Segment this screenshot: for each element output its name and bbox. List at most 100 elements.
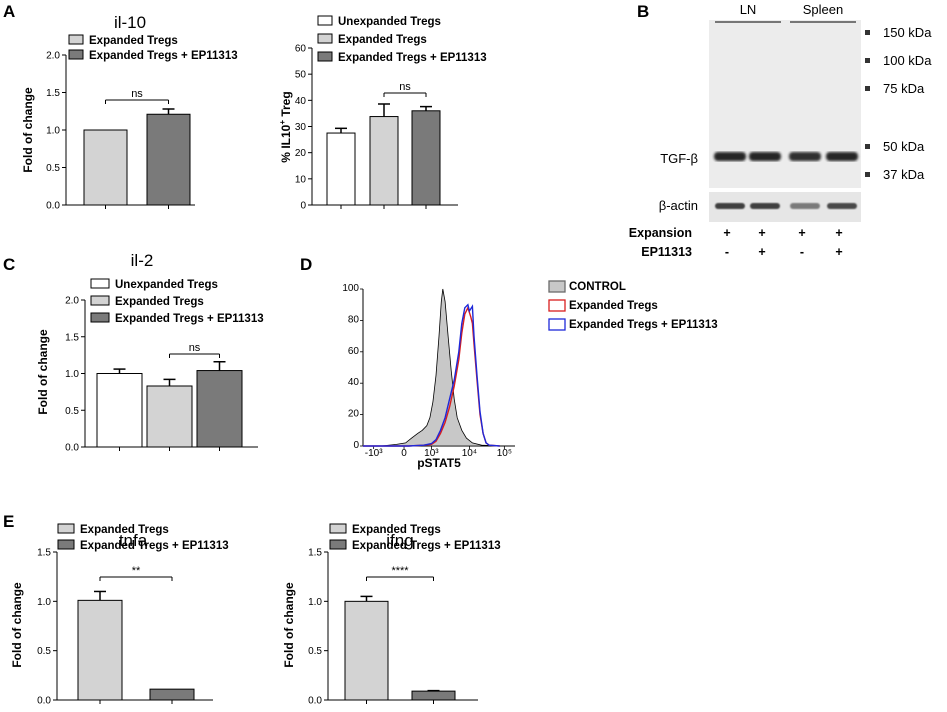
- legend-swatch: [317, 51, 333, 62]
- treatment-value: -: [800, 245, 804, 259]
- y-tick-label: 40: [295, 96, 307, 107]
- ladder-band: [865, 86, 870, 91]
- y-axis-label: % IL10+ Treg: [278, 91, 293, 162]
- y-tick-label: 30: [295, 122, 307, 133]
- lane-group-spleen: Spleen: [803, 2, 843, 17]
- y-tick-label: 0.0: [46, 201, 60, 212]
- panel-letter-c: C: [3, 255, 15, 274]
- treatment-value: +: [758, 245, 765, 259]
- band-actin: [827, 203, 857, 209]
- treatment-label: EP11313: [641, 245, 692, 259]
- legend-swatch: [90, 295, 110, 306]
- x-axis-label: pSTAT5: [417, 456, 461, 470]
- kda-label: 100 kDa: [883, 53, 932, 68]
- y-tick-label: 0.0: [37, 696, 51, 707]
- x-tick-label: 10⁴: [462, 448, 477, 459]
- band-tgfb: [789, 152, 821, 161]
- bar: [146, 385, 193, 448]
- bar: [411, 110, 441, 206]
- y-tick-label: 0: [353, 440, 359, 451]
- bar: [96, 373, 143, 448]
- bar: [326, 132, 356, 206]
- y-tick-label: 1.5: [65, 332, 79, 343]
- legend-swatch: [317, 15, 333, 26]
- legend-swatch: [57, 539, 75, 550]
- legend-label: Expanded Tregs + EP11313: [352, 540, 501, 552]
- x-tick-label: 10³: [424, 448, 439, 459]
- legend-label: Expanded Tregs + EP11313: [569, 319, 718, 331]
- histogram-control: [363, 288, 500, 447]
- y-tick-label: 40: [348, 377, 360, 388]
- y-tick-label: 100: [342, 283, 359, 294]
- legend-label: CONTROL: [569, 281, 626, 293]
- significance-label: ns: [189, 342, 201, 354]
- y-tick-label: 0.0: [65, 443, 79, 454]
- y-tick-label: 2.0: [46, 51, 60, 62]
- legend-label: Expanded Tregs + EP11313: [89, 50, 238, 62]
- y-tick-label: 1.0: [65, 369, 79, 380]
- legend-swatch: [548, 299, 566, 312]
- treatment-value: -: [725, 245, 729, 259]
- band-tgfb: [826, 152, 858, 161]
- y-tick-label: 0.5: [46, 163, 60, 174]
- legend-label: Unexpanded Tregs: [115, 279, 218, 291]
- kda-label: 50 kDa: [883, 139, 925, 154]
- legend-swatch: [68, 49, 84, 60]
- chart-title: tnfa: [119, 531, 148, 550]
- ladder-band: [865, 172, 870, 177]
- protein-label-actin: β-actin: [659, 198, 698, 213]
- y-axis-label: Fold of change: [36, 329, 50, 415]
- legend-swatch: [68, 34, 84, 45]
- significance-label: ns: [399, 81, 411, 93]
- y-tick-label: 60: [295, 44, 307, 55]
- bar: [411, 690, 456, 701]
- y-tick-label: 1.0: [37, 597, 51, 608]
- chart-il10-fold: 0.0 0.5 1.0 1.5 2.0 ns il-10 Expanded Tregs Expa…: [21, 13, 238, 212]
- y-tick-label: 0.0: [308, 696, 322, 707]
- legend-swatch: [90, 278, 110, 289]
- ladder-band: [865, 30, 870, 35]
- chart-il2-fold: 0.0 0.5 1.0 1.5 2.0 ns il-2 Unexpanded Tregs Exp…: [36, 251, 264, 454]
- y-axis-label: Fold of change: [21, 87, 35, 173]
- western-blot: LN Spleen TGF-β β-actin 150 kDa 100 kDa 75…: [629, 2, 932, 259]
- y-tick-label: 0.5: [65, 406, 79, 417]
- kda-label: 37 kDa: [883, 167, 925, 182]
- legend-swatch: [548, 280, 566, 293]
- chart-title: il-2: [131, 251, 154, 270]
- x-tick-label: 10⁵: [497, 448, 512, 459]
- treatment-label: Expansion: [629, 226, 692, 240]
- y-tick-label: 0: [300, 201, 306, 212]
- treatment-rows: Expansion + + + + EP11313 - + - +: [629, 226, 843, 259]
- y-tick-label: 0.5: [37, 646, 51, 657]
- kda-label: 75 kDa: [883, 81, 925, 96]
- panel-letter-d: D: [300, 255, 312, 274]
- y-tick-label: 20: [348, 409, 360, 420]
- legend-label: Expanded Tregs: [338, 34, 427, 46]
- y-tick-label: 80: [348, 314, 360, 325]
- y-tick-label: 1.5: [37, 548, 51, 559]
- bar: [77, 599, 123, 701]
- protein-label-tgfb: TGF-β: [660, 151, 698, 166]
- legend-label: Expanded Tregs + EP11313: [80, 540, 229, 552]
- bar: [149, 688, 195, 701]
- ladder-band: [865, 144, 870, 149]
- y-tick-label: 50: [295, 70, 307, 81]
- y-axis-label: Fold of change: [282, 582, 296, 668]
- significance-label: ****: [391, 565, 409, 577]
- legend-swatch: [329, 523, 347, 534]
- y-tick-label: 20: [295, 148, 307, 159]
- treatment-value: +: [835, 226, 842, 240]
- legend-swatch: [329, 539, 347, 550]
- lane-group-ln: LN: [740, 2, 757, 17]
- bar: [83, 129, 128, 206]
- y-tick-label: 1.0: [308, 597, 322, 608]
- legend-swatch: [317, 33, 333, 44]
- band-actin: [715, 203, 745, 209]
- kda-marker-labels: 150 kDa 100 kDa 75 kDa 50 kDa 37 kDa: [883, 25, 932, 182]
- treatment-value: +: [798, 226, 805, 240]
- bar: [196, 370, 243, 448]
- histogram-line: [363, 303, 500, 447]
- legend-swatch: [548, 318, 566, 331]
